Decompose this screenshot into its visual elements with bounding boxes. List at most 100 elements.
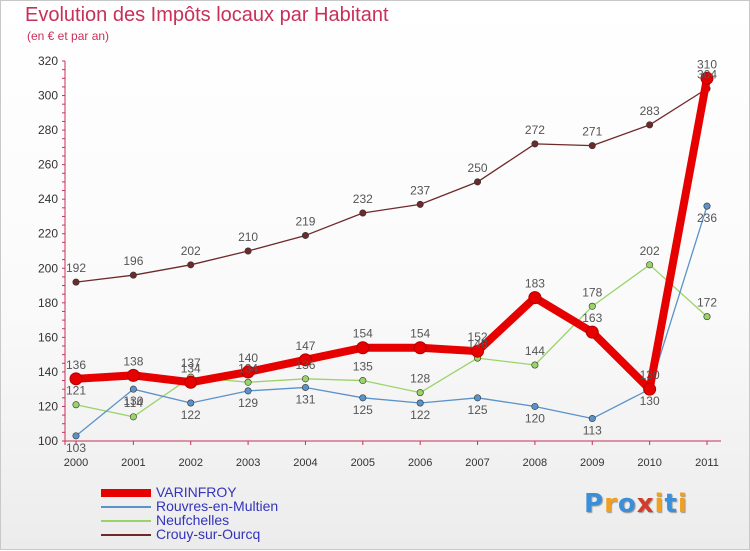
- data-label: 304: [697, 68, 717, 82]
- data-label: 113: [583, 424, 602, 438]
- legend-label: Rouvres-en-Multien: [156, 498, 279, 514]
- data-point-2: [416, 389, 424, 397]
- y-tick-label: 260: [38, 158, 58, 172]
- data-label: 147: [295, 339, 315, 353]
- data-point-0: [184, 375, 198, 389]
- x-tick-label: 2002: [178, 457, 202, 469]
- proxiti-logo: Proxiti: [584, 489, 688, 519]
- x-tick-label: 2001: [121, 457, 145, 469]
- data-point-3: [301, 231, 309, 239]
- logo-letter: r: [604, 489, 618, 519]
- data-label: 128: [410, 372, 430, 386]
- data-point-2: [129, 413, 137, 421]
- legend-swatch: [101, 534, 151, 536]
- data-label: 122: [410, 408, 430, 422]
- logo-letter: i: [677, 489, 688, 519]
- series-line-3: [75, 87, 708, 283]
- y-tick-label: 160: [38, 330, 58, 344]
- data-label: 172: [697, 296, 717, 310]
- chart-subtitle: (en € et par an): [27, 29, 110, 43]
- data-label: 125: [468, 403, 488, 417]
- data-point-0: [700, 71, 714, 85]
- legend-swatch: [101, 520, 151, 522]
- y-tick-label: 240: [38, 192, 58, 206]
- data-point-1: [416, 399, 424, 407]
- data-point-1: [72, 432, 80, 440]
- series-line-0: [72, 74, 711, 394]
- x-tick-label: 2007: [465, 457, 489, 469]
- data-label: 136: [295, 358, 315, 372]
- x-tick-label: 2011: [695, 457, 719, 469]
- data-label: 134: [238, 361, 258, 375]
- data-label: 210: [238, 230, 258, 244]
- data-label: 148: [468, 337, 488, 351]
- data-label: 154: [353, 327, 373, 341]
- data-point-3: [187, 261, 195, 269]
- data-point-0: [643, 382, 657, 396]
- data-label: 271: [582, 125, 602, 139]
- data-label: 154: [410, 327, 430, 341]
- y-tick-label: 300: [38, 89, 58, 103]
- logo-letter: o: [617, 489, 637, 519]
- data-point-3: [72, 278, 80, 286]
- data-label: 178: [582, 285, 602, 299]
- y-tick-label: 120: [38, 399, 58, 413]
- data-label: 283: [640, 104, 660, 118]
- data-label: 202: [640, 244, 660, 258]
- series-line-2: [75, 264, 708, 418]
- data-label: 129: [238, 396, 258, 410]
- data-label: 121: [66, 384, 86, 398]
- x-tick-label: 2005: [351, 457, 375, 469]
- data-point-3: [646, 121, 654, 129]
- data-point-1: [301, 383, 309, 391]
- data-label: 103: [66, 441, 86, 455]
- legend-swatch: [101, 506, 151, 508]
- data-label: 152: [468, 330, 488, 344]
- x-tick-label: 2000: [64, 457, 88, 469]
- y-tick-label: 280: [38, 123, 58, 137]
- data-point-0: [471, 344, 485, 358]
- data-point-2: [244, 378, 252, 386]
- data-label: 202: [181, 244, 201, 258]
- data-point-3: [416, 200, 424, 208]
- data-label: 219: [295, 214, 315, 228]
- x-tick-label: 2004: [293, 457, 317, 469]
- data-label: 125: [353, 403, 373, 417]
- data-point-0: [413, 341, 427, 355]
- data-point-3: [474, 178, 482, 186]
- data-point-2: [359, 377, 367, 385]
- data-point-2: [301, 375, 309, 383]
- data-point-3: [244, 247, 252, 255]
- data-point-1: [588, 415, 596, 423]
- data-label: 131: [295, 392, 315, 406]
- legend-label: Crouy-sur-Ourcq: [156, 526, 261, 542]
- data-point-3: [588, 142, 596, 150]
- data-point-1: [129, 385, 137, 393]
- x-tick-label: 2008: [523, 457, 547, 469]
- data-label: 232: [353, 192, 373, 206]
- data-point-0: [356, 341, 370, 355]
- x-tick-label: 2006: [408, 457, 432, 469]
- data-label: 134: [181, 361, 201, 375]
- data-point-1: [244, 387, 252, 395]
- data-label: 122: [181, 408, 201, 422]
- y-tick-label: 200: [38, 261, 58, 275]
- data-label: 272: [525, 123, 545, 137]
- data-point-3: [129, 271, 137, 279]
- data-label: 237: [410, 183, 430, 197]
- data-point-0: [585, 325, 599, 339]
- series-line-1: [75, 205, 708, 437]
- data-label: 135: [353, 360, 373, 374]
- data-label: 144: [525, 344, 545, 358]
- data-label: 310: [697, 57, 717, 71]
- data-point-3: [359, 209, 367, 217]
- data-point-0: [69, 372, 83, 386]
- logo-letter: x: [636, 489, 655, 519]
- data-point-1: [474, 394, 482, 402]
- data-label: 137: [181, 356, 201, 370]
- data-point-0: [126, 368, 140, 382]
- y-tick-label: 220: [38, 227, 58, 241]
- data-label: 130: [640, 394, 660, 408]
